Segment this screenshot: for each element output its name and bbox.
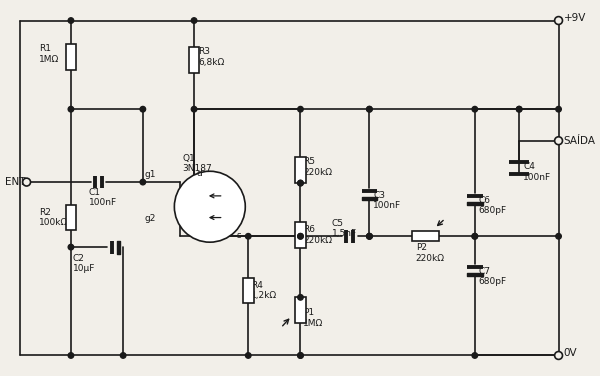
Circle shape [556,106,562,112]
Circle shape [472,353,478,358]
Circle shape [554,352,562,359]
Circle shape [367,106,372,112]
Circle shape [191,18,197,23]
Circle shape [68,18,74,23]
Circle shape [68,244,74,250]
Text: P2
220kΩ: P2 220kΩ [416,243,445,262]
Circle shape [556,233,562,239]
Circle shape [140,179,146,185]
Circle shape [245,353,251,358]
FancyBboxPatch shape [295,223,306,248]
Circle shape [367,106,372,112]
Circle shape [298,180,303,186]
Circle shape [121,353,126,358]
Circle shape [298,233,303,239]
FancyBboxPatch shape [295,158,306,183]
Circle shape [191,106,197,112]
Circle shape [472,233,478,239]
FancyBboxPatch shape [412,231,439,241]
Text: g1: g1 [145,170,157,179]
Text: C3
100nF: C3 100nF [373,191,401,210]
Circle shape [140,106,146,112]
Text: C7
680pF: C7 680pF [479,267,507,286]
Circle shape [554,17,562,24]
Circle shape [298,353,303,358]
Text: R1
1MΩ: R1 1MΩ [40,44,59,64]
Text: R2
100kΩ: R2 100kΩ [40,208,68,227]
Text: Q1
3N187: Q1 3N187 [182,153,212,173]
Text: R4
1,2kΩ: R4 1,2kΩ [251,280,277,300]
Text: ENT: ENT [5,177,25,187]
FancyBboxPatch shape [188,47,199,73]
Circle shape [472,233,478,239]
Circle shape [298,294,303,300]
Text: C1
100nF: C1 100nF [89,188,117,208]
Text: C4
100nF: C4 100nF [523,162,551,182]
Circle shape [298,180,303,186]
Circle shape [68,353,74,358]
Circle shape [472,106,478,112]
Circle shape [517,106,522,112]
Circle shape [517,106,522,112]
Text: C6
680pF: C6 680pF [479,196,507,215]
Text: +9V: +9V [563,12,586,23]
Circle shape [367,233,372,239]
Text: P1
1MΩ: P1 1MΩ [304,308,323,327]
Text: R6
220kΩ: R6 220kΩ [304,226,332,245]
Text: C2
10μF: C2 10μF [73,254,95,273]
Text: C5
1,5nF: C5 1,5nF [332,218,357,238]
Circle shape [23,178,31,186]
FancyBboxPatch shape [295,297,306,323]
Circle shape [367,233,372,239]
Circle shape [175,171,245,242]
Text: g2: g2 [145,214,156,223]
Circle shape [68,106,74,112]
Text: R5
220kΩ: R5 220kΩ [304,158,332,177]
Text: 0V: 0V [563,347,577,358]
FancyBboxPatch shape [65,205,76,230]
FancyBboxPatch shape [65,44,76,70]
Circle shape [298,353,303,358]
Text: s: s [236,231,241,240]
Circle shape [367,233,372,239]
Text: SAÍDA: SAÍDA [563,136,595,146]
Circle shape [245,233,251,239]
Circle shape [298,106,303,112]
Circle shape [554,137,562,145]
Text: R3
6,8kΩ: R3 6,8kΩ [198,47,224,67]
FancyBboxPatch shape [243,277,254,303]
Text: d: d [196,169,202,178]
Circle shape [298,233,303,239]
